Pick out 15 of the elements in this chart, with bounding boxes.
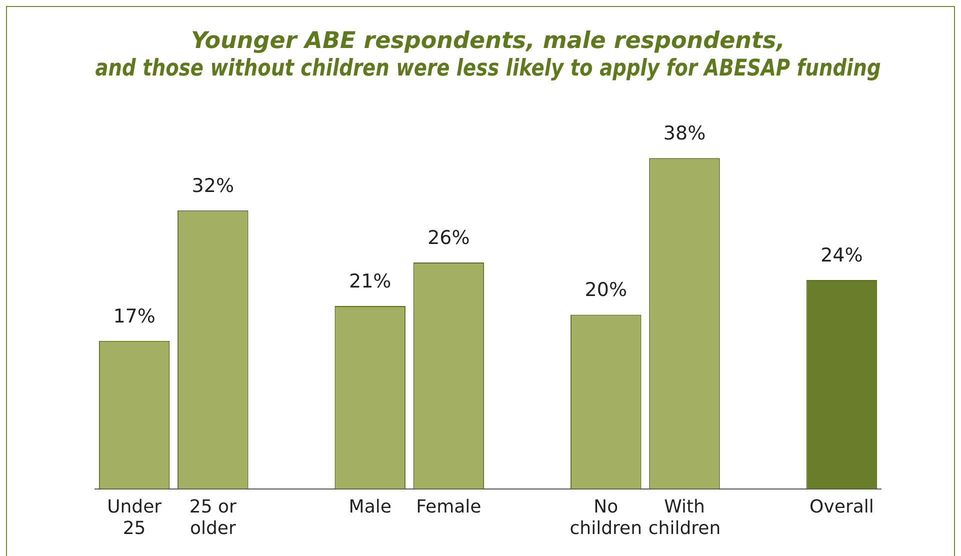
data-label: 38% (663, 122, 706, 145)
x-tick-label: Female (416, 496, 482, 518)
data-label: 26% (428, 226, 470, 249)
x-tick-label: With children (648, 496, 721, 539)
x-tick-label: Male (348, 496, 392, 518)
data-label: 21% (348, 270, 392, 292)
data-label: 32% (192, 174, 234, 197)
chart-title: Younger ABE respondents, male respondents, and those without children were less likely to apply for ABESAP funding (95, 28, 881, 82)
x-tick-label: 25 or older (189, 496, 238, 539)
x-tick-label: Under 25 (107, 496, 162, 539)
data-label: 24% (820, 244, 863, 266)
x-tick-label: Overall (810, 496, 874, 518)
data-label: 17% (113, 305, 156, 328)
x-tick-label: No children (570, 496, 642, 539)
data-label: 20% (584, 279, 628, 302)
